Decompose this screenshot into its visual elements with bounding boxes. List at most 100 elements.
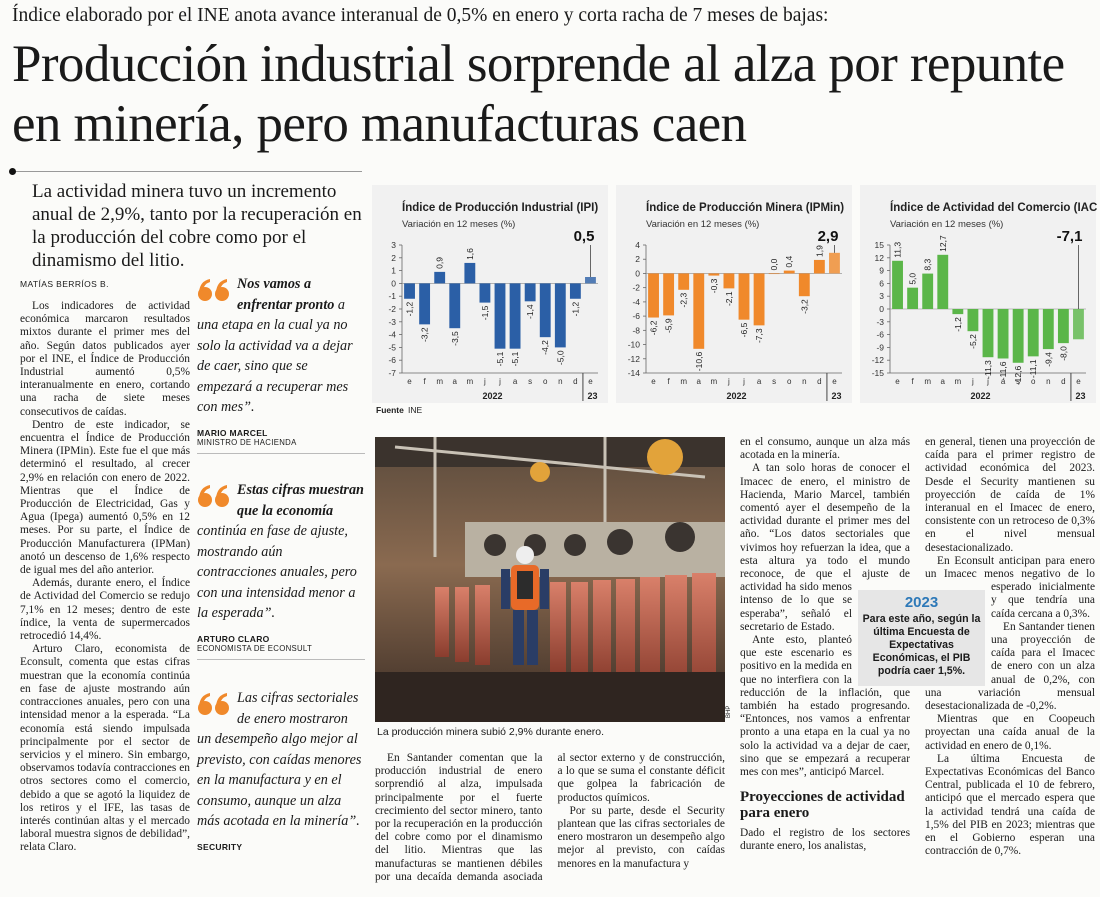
chart-title: Índice de Producción Minera (IPMin) [646, 201, 844, 214]
bar [813, 259, 825, 274]
bar [723, 273, 735, 289]
x-tick-label: n [802, 377, 806, 386]
value-label: -1,4 [525, 304, 535, 319]
bar [798, 273, 810, 297]
period-label: 23 [1075, 391, 1085, 401]
paragraph: Los indicadores de actividad económica m… [20, 300, 190, 418]
bar [539, 283, 551, 338]
quote-text: Nos vamos a enfrentar pronto a una etapa… [197, 274, 365, 418]
x-tick-label: e [588, 377, 593, 386]
x-tick-label: o [787, 377, 792, 386]
x-tick-label: e [407, 377, 412, 386]
bar [434, 271, 446, 284]
chart-subtitle: Variación en 12 meses (%) [890, 219, 1003, 230]
quote-lead: Nos vamos a enfrentar pronto [237, 276, 335, 313]
bar [907, 287, 919, 309]
quote-name: MARIO MARCEL [197, 427, 268, 438]
bar [648, 273, 659, 318]
y-tick-label: -6 [632, 311, 640, 321]
x-tick-label: o [543, 377, 548, 386]
y-tick-label: -12 [628, 354, 641, 364]
source-label: Fuente [376, 405, 404, 415]
bar [1042, 309, 1054, 350]
byline: MATÍAS BERRÍOS B. [20, 279, 109, 289]
quote: Las cifras sectoriales de enero mostraro… [197, 688, 365, 852]
x-tick-label: a [513, 377, 518, 386]
bar [982, 309, 994, 358]
quote-name: ARTURO CLARO [197, 633, 270, 644]
y-tick-label: -14 [628, 368, 641, 378]
paragraphs: en general, tienen una proyección de caí… [925, 436, 1095, 859]
paragraph: Dado el registro de los sectores durante… [740, 827, 910, 853]
value-label: -6,5 [739, 322, 749, 337]
value-label: 0,5 [574, 228, 595, 245]
y-tick-label: -7 [388, 368, 396, 378]
x-tick-label: f [667, 377, 670, 386]
x-tick-label: a [941, 377, 946, 386]
bar [738, 273, 750, 320]
x-tick-label: e [1076, 377, 1081, 386]
x-tick-label: m [436, 377, 443, 386]
y-tick-label: -9 [876, 342, 884, 352]
headline: Producción industrial sorprende al alza … [12, 35, 1065, 153]
bar [479, 283, 491, 303]
rule-dot [9, 168, 16, 175]
paragraph: en el consumo, aunque un alza más acotad… [740, 436, 910, 462]
y-tick-label: -8 [632, 325, 640, 335]
value-label: -5,2 [968, 334, 978, 349]
x-tick-label: m [711, 377, 718, 386]
bar [952, 309, 964, 315]
quote-lead: Estas cifras muestran que la economía [237, 482, 364, 519]
article-column: en general, tienen una proyección de caí… [925, 436, 1095, 892]
period-label: 2022 [970, 391, 990, 401]
value-label: -4,2 [540, 340, 550, 355]
chart-title: Índice de Producción Industrial (IPI) [402, 201, 598, 214]
worker [501, 546, 549, 665]
paragraphs: en el consumo, aunque un alza más acotad… [740, 436, 910, 779]
x-tick-label: m [924, 377, 931, 386]
x-tick-label: s [772, 377, 776, 386]
y-tick-label: 4 [635, 240, 640, 250]
info-box: 2023 Para este año, según la última Encu… [858, 590, 985, 686]
photo [375, 437, 725, 722]
y-tick-label: -1 [388, 291, 396, 301]
chart-subtitle: Variación en 12 meses (%) [402, 219, 515, 230]
photo-caption: La producción minera subió 2,9% durante … [377, 726, 605, 738]
quote-body: a una etapa en la cual ya no solo la act… [197, 296, 353, 416]
value-label: 1,9 [814, 245, 824, 257]
x-tick-label: a [453, 377, 458, 386]
value-label: -2,1 [724, 291, 734, 306]
quote: Nos vamos a enfrentar pronto a una etapa… [197, 274, 365, 454]
paragraph: La última Encuesta de Expectativas Econó… [925, 752, 1095, 858]
y-tick-label: -2 [388, 304, 396, 314]
period-label: 2022 [726, 391, 746, 401]
bar [937, 254, 949, 309]
x-tick-label: s [528, 377, 532, 386]
value-label: -5,9 [664, 318, 674, 333]
rule [12, 171, 362, 172]
paragraph: Mientras que en Coopeuch proyectan una c… [925, 713, 1095, 752]
paragraph: Arturo Claro, economista de Econsult, co… [20, 643, 190, 854]
x-tick-label: n [1046, 377, 1050, 386]
value-label: -6,2 [649, 320, 659, 335]
subhead: Proyecciones de actividad para enero [740, 789, 905, 822]
period-label: 23 [831, 391, 841, 401]
photo-credit: BHP [726, 705, 732, 718]
value-label: 2,9 [818, 228, 839, 245]
x-tick-label: m [680, 377, 687, 386]
x-tick-label: f [911, 377, 914, 386]
source-text: INE [408, 405, 423, 415]
paragraph: En Santander comentan que la producción … [375, 752, 725, 883]
value-label: -7,3 [754, 328, 764, 343]
value-label: -10,6 [694, 352, 704, 372]
value-label: -3,5 [450, 331, 460, 346]
value-label: 0,0 [769, 258, 779, 270]
value-label: -12,6 [1013, 365, 1023, 385]
y-tick-label: -12 [872, 355, 885, 365]
value-label: -3,2 [799, 299, 809, 314]
x-tick-label: j [727, 377, 730, 386]
bar [708, 273, 720, 276]
x-tick-label: m [467, 377, 474, 386]
value-label: 12,7 [938, 235, 948, 252]
bar [569, 283, 581, 299]
